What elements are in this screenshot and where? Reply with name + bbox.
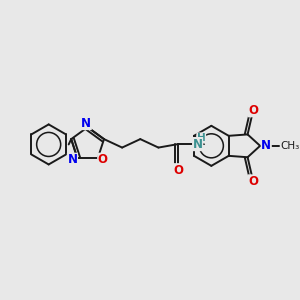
Text: O: O (98, 153, 108, 166)
Text: H: H (197, 133, 206, 143)
Text: N: N (193, 138, 202, 151)
Text: N: N (261, 139, 271, 152)
Text: N: N (81, 116, 91, 130)
Text: O: O (248, 104, 258, 117)
Text: N: N (68, 153, 77, 166)
Text: CH₃: CH₃ (280, 141, 299, 151)
Text: O: O (173, 164, 183, 177)
Text: O: O (248, 175, 258, 188)
